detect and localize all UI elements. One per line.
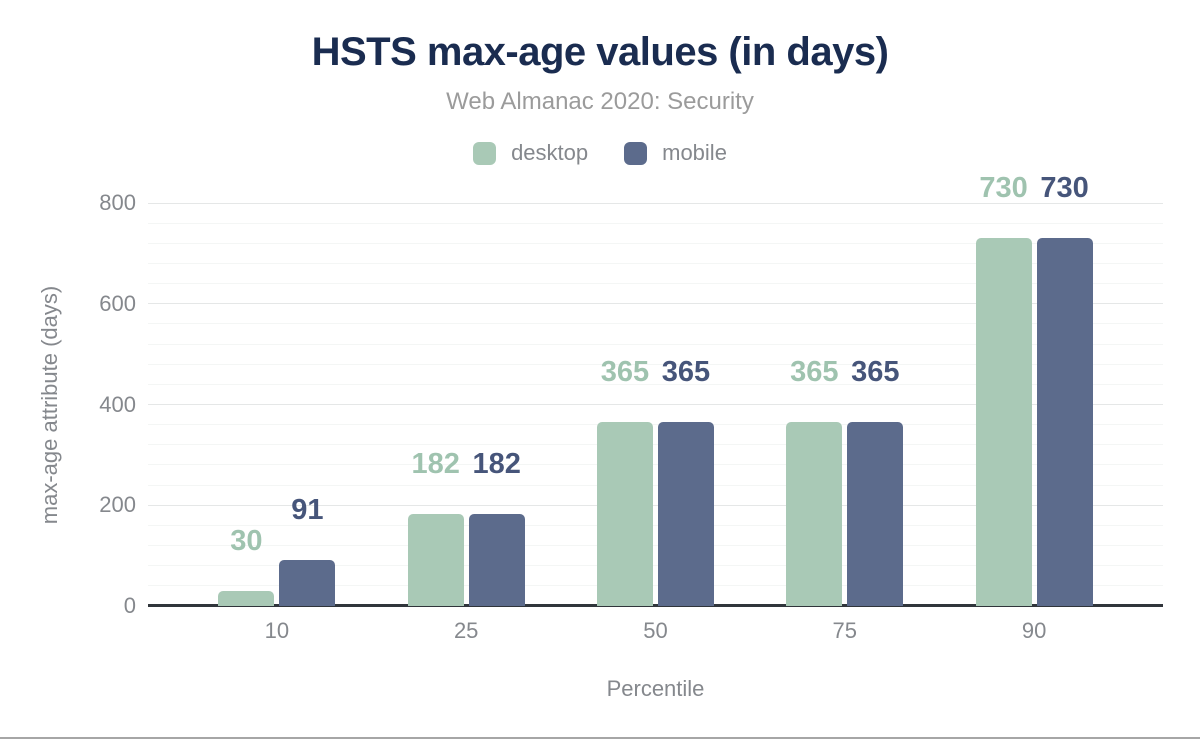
chart-subtitle: Web Almanac 2020: Security [446,88,754,115]
y-tick-label: 600 [99,290,136,316]
mobile-value-label: 365 [661,356,711,389]
x-tick-label: 75 [832,618,858,643]
desktop-bar [975,238,1032,606]
major-gridline [148,303,1163,305]
minor-gridline [148,343,1163,345]
major-gridline [148,504,1163,506]
y-tick-label: 0 [123,593,136,618]
desktop-value-label: 365 [600,356,650,389]
legend-item-mobile: mobile [624,140,727,166]
mobile-value-label: 730 [1040,172,1089,205]
mobile-bar [847,422,904,606]
mobile-bar [279,560,336,606]
x-axis-title: Percentile [606,676,705,701]
minor-gridline [148,444,1163,446]
mobile-bar [1036,238,1093,606]
desktop-swatch-icon [473,141,497,165]
minor-gridline [148,323,1163,325]
y-tick-label: 400 [99,391,136,417]
x-tick-label: 90 [1021,618,1047,643]
x-tick-label: 25 [453,618,479,643]
x-tick-label: 10 [264,618,290,643]
mobile-value-label: 91 [291,494,324,527]
minor-gridline [148,222,1163,224]
legend-label-desktop: desktop [511,140,589,165]
x-axis-line [148,604,1163,607]
minor-gridline [148,424,1163,426]
chart-title: HSTS max-age values (in days) [311,30,889,74]
mobile-swatch-icon [624,141,648,165]
plot-area: 30 91 182 182 365 365 365 365 730 730 [148,172,1163,607]
minor-gridline [148,242,1163,244]
x-tick-label: 50 [643,618,668,643]
legend-label-mobile: mobile [662,140,727,165]
minor-gridline [148,383,1163,385]
y-tick-label: 200 [99,492,136,518]
major-gridline [148,202,1163,204]
mobile-value-label: 182 [472,448,521,481]
minor-gridline [148,545,1163,547]
minor-gridline [148,524,1163,526]
legend-item-desktop: desktop [473,140,588,166]
mobile-bar [468,514,525,606]
minor-gridline [148,464,1163,466]
minor-gridline [148,262,1163,264]
desktop-bar [407,514,464,606]
minor-gridline [148,283,1163,285]
desktop-value-label: 182 [411,448,460,481]
desktop-bar [786,422,843,606]
desktop-bar [218,590,275,606]
minor-gridline [148,585,1163,587]
desktop-value-label: 30 [230,524,263,557]
minor-gridline [148,565,1163,567]
y-tick-label: 800 [99,190,136,215]
minor-gridline [148,363,1163,365]
legend: desktop mobile [0,140,1200,166]
mobile-value-label: 365 [851,356,900,389]
mobile-bar [658,422,714,606]
desktop-value-label: 730 [979,172,1028,205]
major-gridline [148,404,1163,405]
bottom-divider [0,737,1200,739]
desktop-value-label: 365 [790,356,839,389]
minor-gridline [148,484,1163,486]
desktop-bar [597,422,653,606]
